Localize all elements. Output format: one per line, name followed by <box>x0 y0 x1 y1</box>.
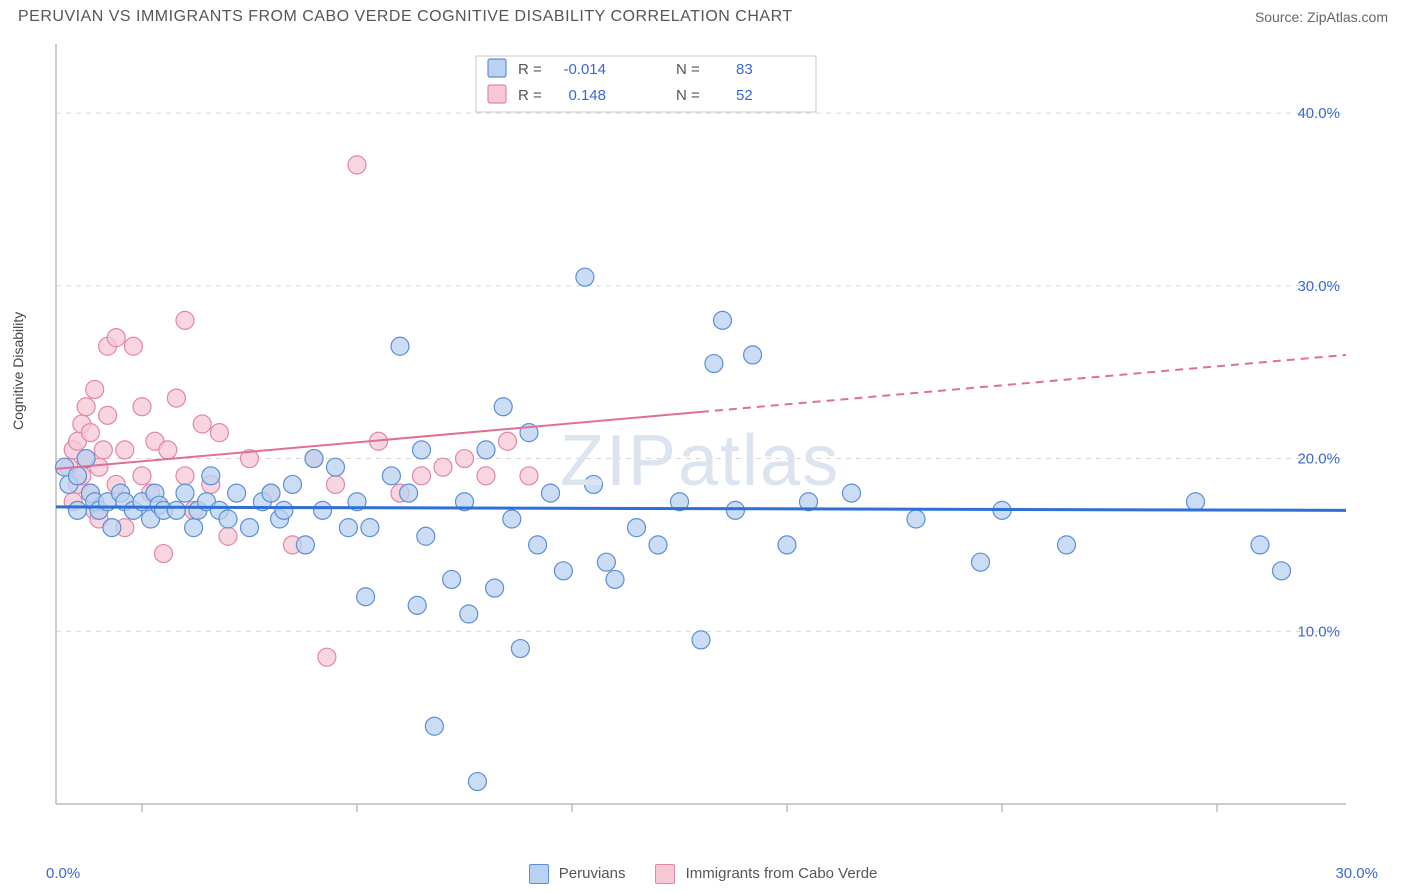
y-axis-label: Cognitive Disability <box>10 312 26 430</box>
svg-text:-0.014: -0.014 <box>563 61 606 78</box>
svg-text:30.0%: 30.0% <box>1297 278 1340 295</box>
bottom-legend: Peruvians Immigrants from Cabo Verde <box>0 864 1406 884</box>
svg-text:R =: R = <box>518 87 542 104</box>
source-label: Source: ZipAtlas.com <box>1255 9 1388 25</box>
legend-swatch-pink <box>655 864 675 884</box>
legend-item-peruvians: Peruvians <box>529 864 626 884</box>
svg-text:N =: N = <box>676 61 700 78</box>
svg-text:40.0%: 40.0% <box>1297 105 1340 122</box>
svg-text:83: 83 <box>736 61 753 78</box>
svg-text:10.0%: 10.0% <box>1297 623 1340 640</box>
svg-text:52: 52 <box>736 87 753 104</box>
legend-item-cabo-verde: Immigrants from Cabo Verde <box>655 864 877 884</box>
svg-text:N =: N = <box>676 87 700 104</box>
svg-text:0.148: 0.148 <box>568 87 606 104</box>
svg-text:20.0%: 20.0% <box>1297 451 1340 468</box>
svg-text:R =: R = <box>518 61 542 78</box>
chart-plot: 10.0% 20.0% 30.0% 40.0% R = -0.014 N = 83 R = 0.1… <box>46 34 1386 814</box>
legend-swatch-blue <box>529 864 549 884</box>
chart-title: PERUVIAN VS IMMIGRANTS FROM CABO VERDE C… <box>18 8 793 26</box>
